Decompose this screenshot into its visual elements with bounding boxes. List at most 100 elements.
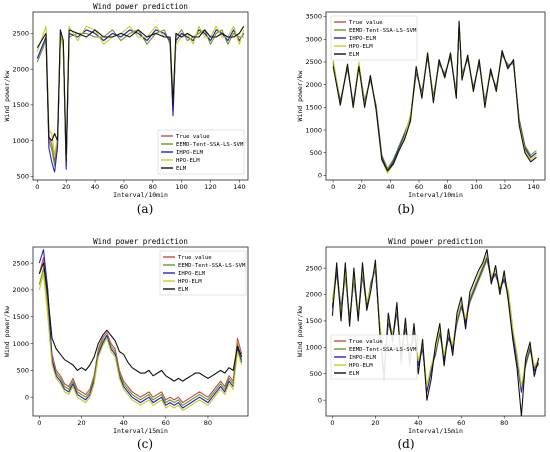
x-tick-label: 60 [162, 419, 170, 427]
legend-entry: HPO-ELM [349, 363, 373, 369]
series-line-elm [36, 26, 245, 162]
series-line-ihpo-elm [38, 249, 243, 409]
legend-entry: ELM [349, 371, 360, 377]
legend-entry: HPO-ELM [178, 279, 202, 285]
y-tick-label: 2500 [305, 58, 322, 66]
y-tick-label: 3500 [305, 13, 322, 21]
x-tick-label: 60 [457, 419, 465, 427]
legend-entry: IHPO-ELM [176, 150, 204, 156]
chart-title: Wind power prediction [93, 2, 188, 11]
x-tick-label: 20 [358, 183, 366, 191]
legend-entry: IHPO-ELM [349, 36, 377, 42]
legend-entry: True value [178, 255, 212, 261]
y-tick-label: 1000 [12, 340, 29, 348]
y-tick-label: 3000 [305, 35, 322, 43]
legend-entry: IHPO-ELM [349, 355, 377, 361]
x-tick-label: 20 [62, 183, 70, 191]
y-axis-label: Wind power/kw [3, 70, 11, 121]
caption-a: (a) [137, 202, 154, 216]
series-line-elm [38, 262, 243, 382]
legend-entry: EEMD-Tent-SSA-LS-SVM [349, 28, 417, 34]
series-line-true-value [38, 257, 243, 404]
x-tick-label: 120 [499, 183, 511, 191]
x-tick-label: 20 [371, 419, 379, 427]
y-tick-label: 500 [310, 370, 322, 378]
series-line-eemd-tent-ssa-ls-svm [38, 267, 243, 406]
y-tick-label: 2500 [12, 259, 29, 267]
y-tick-label: 2500 [12, 30, 29, 38]
x-tick-label: 40 [91, 183, 99, 191]
x-tick-label: 0 [330, 419, 334, 427]
legend-entry: EEMD-Tent-SSA-LS-SVM [349, 347, 417, 353]
chart-panel-a: Wind power prediction 0 20 40 60 80 100 120 140 5… [3, 2, 249, 199]
y-tick-label: 2000 [305, 291, 322, 299]
x-tick-label: 120 [204, 183, 216, 191]
legend-entry: HPO-ELM [349, 44, 373, 50]
caption-d: (d) [397, 437, 414, 451]
legend-entry: ELM [176, 166, 187, 172]
x-tick-label: 80 [500, 419, 508, 427]
y-tick-label: 1500 [305, 104, 322, 112]
legend-entry: EEMD-Tent-SSA-LS-SVM [176, 142, 244, 148]
y-tick-label: 2000 [12, 65, 29, 73]
y-tick-label: 0 [25, 393, 29, 401]
x-tick-label: 20 [77, 419, 85, 427]
y-tick-label: 1500 [12, 313, 29, 321]
x-tick-label: 80 [149, 183, 157, 191]
x-tick-label: 140 [233, 183, 245, 191]
x-tick-label: 100 [470, 183, 482, 191]
y-axis-label: Wind power/kw [296, 70, 304, 121]
chart-panel-b: 0 20 40 60 80 100 120 140 0 500 1000 1500 2000 2500 30… [296, 11, 546, 199]
y-tick-label: 1000 [305, 126, 322, 134]
caption-b: (b) [397, 202, 414, 216]
legend-entry: IHPO-ELM [178, 271, 206, 277]
legend-entry: HPO-ELM [176, 158, 200, 164]
legend-entry: True value [349, 339, 383, 345]
y-tick-label: 0 [318, 172, 322, 180]
y-tick-label: 500 [310, 149, 322, 157]
y-tick-label: 2500 [305, 264, 322, 272]
y-tick-label: 2000 [12, 286, 29, 294]
y-tick-label: 0 [318, 396, 322, 404]
x-tick-label: 40 [119, 419, 127, 427]
x-axis-label: Interval/15min [113, 427, 168, 435]
x-tick-label: 140 [527, 183, 539, 191]
series-line-hpo-elm [38, 273, 243, 412]
x-axis-label: Interval/10min [113, 191, 168, 199]
series-line-elm [332, 20, 537, 172]
y-tick-label: 1000 [305, 344, 322, 352]
x-tick-label: 80 [444, 183, 452, 191]
legend-entry: EEMD-Tent-SSA-LS-SVM [178, 263, 246, 269]
y-tick-label: 1500 [305, 317, 322, 325]
legend-entry: ELM [349, 52, 360, 58]
legend-entry: True value [349, 20, 383, 26]
x-axis-label: Interval/10min [408, 191, 463, 199]
x-tick-label: 100 [175, 183, 187, 191]
y-tick-label: 1500 [12, 101, 29, 109]
x-tick-label: 40 [386, 183, 394, 191]
chart-title: Wind power prediction [388, 237, 483, 246]
x-tick-label: 60 [120, 183, 128, 191]
y-tick-label: 2000 [305, 81, 322, 89]
series-line-elm [331, 249, 540, 416]
y-axis-label: Wind power/kw [296, 306, 304, 357]
x-axis-label: Interval/15min [408, 427, 463, 435]
caption-c: (c) [137, 437, 153, 451]
legend-entry: True value [176, 134, 210, 140]
x-tick-label: 60 [415, 183, 423, 191]
y-tick-label: 1000 [12, 137, 29, 145]
x-tick-label: 40 [414, 419, 422, 427]
y-axis-label: Wind power/kw [3, 306, 11, 357]
y-tick-label: 500 [17, 367, 29, 375]
series-line-hpo-elm [331, 254, 540, 388]
chart-panel-d: Wind power prediction 0 20 40 60 80 0 500 1000 15… [296, 237, 546, 435]
x-tick-label: 0 [331, 183, 335, 191]
x-tick-label: 0 [37, 419, 41, 427]
x-tick-label: 80 [204, 419, 212, 427]
y-tick-label: 500 [17, 173, 29, 181]
x-tick-label: 0 [35, 183, 39, 191]
chart-title: Wind power prediction [93, 237, 188, 246]
chart-panel-c: Wind power prediction 0 20 40 60 80 0 500 1000 15… [3, 237, 249, 435]
legend-entry: ELM [178, 287, 189, 293]
